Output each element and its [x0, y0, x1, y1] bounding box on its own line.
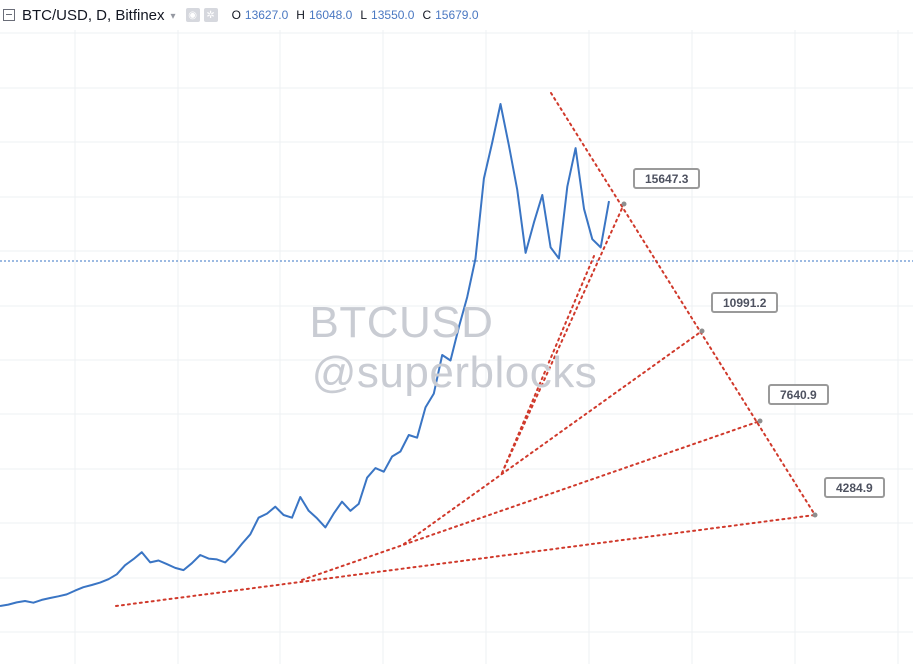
- close-label: C: [422, 8, 432, 22]
- open-value: 13627.0: [244, 8, 289, 22]
- high-value: 16048.0: [308, 8, 353, 22]
- chart-header: BTC/USD, D, Bitfinex ▾ ◉ ✲ O 13627.0 H 1…: [0, 4, 483, 26]
- gear-icon[interactable]: ✲: [203, 8, 218, 22]
- fan-anchor-dot: [812, 512, 818, 518]
- fan-level-label[interactable]: 15647.3: [633, 168, 701, 189]
- price-series-line: [0, 103, 610, 607]
- fan-line: [301, 420, 761, 581]
- collapse-icon[interactable]: [3, 9, 15, 21]
- settings-icon[interactable]: ◉: [185, 8, 200, 22]
- fan-line: [550, 92, 816, 516]
- fan-level-label[interactable]: 4284.9: [824, 477, 885, 498]
- chart-grid: [0, 30, 913, 664]
- high-label: H: [296, 8, 305, 22]
- chevron-down-icon[interactable]: ▾: [170, 10, 176, 22]
- fan-level-label[interactable]: 10991.2: [711, 292, 779, 313]
- fan-line: [501, 203, 625, 474]
- low-label: L: [360, 8, 368, 22]
- open-label: O: [231, 8, 241, 22]
- fan-line: [115, 514, 816, 607]
- fan-level-label[interactable]: 7640.9: [768, 384, 829, 405]
- fan-anchor-dot: [621, 201, 627, 207]
- close-value: 15679.0: [435, 8, 479, 22]
- fan-anchor-dot: [699, 328, 705, 334]
- ohlc-values: O 13627.0 H 16048.0 L 13550.0 C 15679.0: [232, 8, 483, 22]
- fan-anchor-points: [621, 201, 818, 518]
- watermark-author: @superblocks: [311, 348, 598, 397]
- fan-line: [403, 330, 703, 545]
- fibonacci-fan: [115, 92, 816, 607]
- fan-anchor-dot: [757, 418, 763, 424]
- symbol-title[interactable]: BTC/USD, D, Bitfinex: [22, 6, 165, 24]
- watermark-symbol: BTCUSD: [309, 298, 494, 347]
- low-value: 13550.0: [371, 8, 415, 22]
